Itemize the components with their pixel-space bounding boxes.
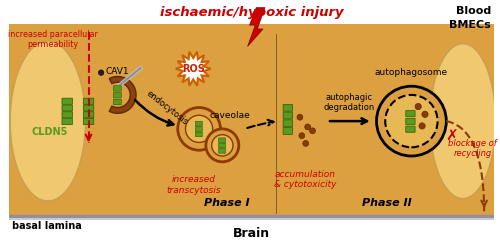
Bar [9, 24, 494, 218]
Ellipse shape [10, 41, 86, 201]
Text: ischaemic/hypoxic injury: ischaemic/hypoxic injury [160, 6, 343, 19]
Text: BMECs: BMECs [449, 20, 491, 30]
FancyBboxPatch shape [62, 119, 72, 125]
FancyBboxPatch shape [283, 127, 292, 134]
Circle shape [415, 104, 422, 110]
Text: endocytosis: endocytosis [145, 88, 190, 126]
Polygon shape [176, 52, 210, 86]
FancyBboxPatch shape [196, 127, 202, 131]
FancyBboxPatch shape [406, 126, 415, 132]
FancyBboxPatch shape [84, 119, 94, 125]
Text: ✗: ✗ [445, 129, 458, 144]
Circle shape [303, 140, 308, 146]
Circle shape [419, 123, 425, 129]
FancyBboxPatch shape [196, 122, 202, 126]
FancyBboxPatch shape [283, 112, 292, 119]
Text: caveolae: caveolae [210, 111, 250, 121]
Text: increased
transcytosis: increased transcytosis [166, 175, 220, 195]
Text: CLDN5: CLDN5 [32, 127, 68, 137]
FancyBboxPatch shape [114, 86, 122, 91]
FancyBboxPatch shape [84, 105, 94, 111]
FancyBboxPatch shape [114, 99, 122, 105]
FancyBboxPatch shape [196, 132, 202, 137]
Circle shape [186, 115, 212, 142]
Text: autophagic
degradation: autophagic degradation [324, 93, 375, 112]
Circle shape [385, 95, 438, 147]
Circle shape [376, 86, 446, 156]
FancyBboxPatch shape [62, 98, 72, 104]
Circle shape [206, 129, 239, 162]
Circle shape [297, 114, 303, 120]
Circle shape [98, 70, 104, 75]
Text: CAV1: CAV1 [106, 67, 130, 76]
FancyBboxPatch shape [283, 104, 292, 111]
FancyBboxPatch shape [406, 111, 415, 117]
Circle shape [299, 133, 305, 138]
Circle shape [305, 124, 310, 130]
Circle shape [422, 111, 428, 118]
FancyBboxPatch shape [84, 112, 94, 118]
Text: Phase II: Phase II [362, 198, 412, 208]
FancyBboxPatch shape [218, 138, 226, 142]
FancyBboxPatch shape [218, 149, 226, 153]
Polygon shape [248, 8, 265, 47]
Text: Phase I: Phase I [204, 198, 250, 208]
Circle shape [310, 128, 316, 134]
FancyBboxPatch shape [62, 105, 72, 111]
Circle shape [212, 135, 233, 156]
Text: accumulation
& cytotoxicity: accumulation & cytotoxicity [274, 170, 336, 189]
FancyBboxPatch shape [406, 118, 415, 124]
Text: Blood: Blood [456, 6, 491, 16]
FancyBboxPatch shape [114, 93, 122, 98]
Text: increased paracellular
permeability: increased paracellular permeability [8, 30, 98, 49]
Text: blockage of
recycling: blockage of recycling [448, 138, 497, 158]
FancyBboxPatch shape [62, 112, 72, 118]
Text: ROS: ROS [182, 64, 204, 74]
FancyBboxPatch shape [218, 143, 226, 148]
Polygon shape [110, 76, 136, 113]
Circle shape [178, 108, 220, 150]
Text: basal lamina: basal lamina [12, 221, 82, 231]
Text: Brain: Brain [233, 227, 270, 240]
FancyBboxPatch shape [84, 98, 94, 104]
Text: autophagosome: autophagosome [375, 68, 448, 77]
FancyBboxPatch shape [283, 120, 292, 127]
Ellipse shape [430, 44, 496, 199]
